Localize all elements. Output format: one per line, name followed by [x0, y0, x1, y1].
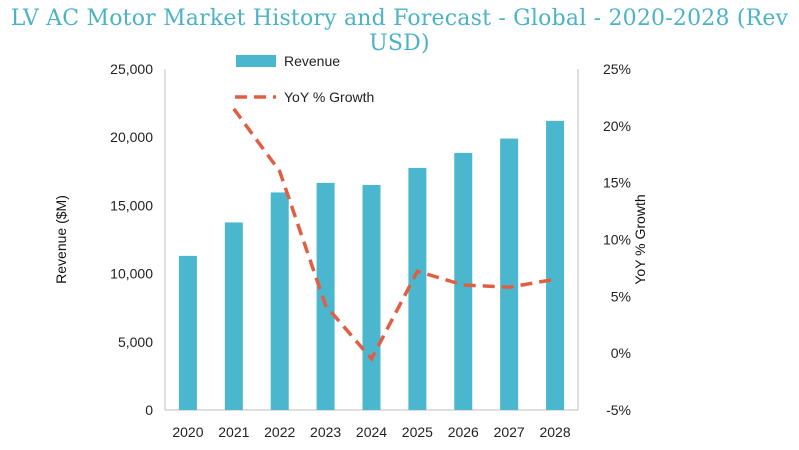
revenue-bar: [500, 138, 519, 410]
legend-growth-label: YoY % Growth: [284, 89, 374, 105]
right-tick-labels: -5% 0% 5% 10% 15% 20% 25%: [603, 61, 631, 418]
x-tick-label: 2023: [310, 424, 341, 440]
revenue-bar: [454, 152, 473, 411]
x-tick-label: 2022: [264, 424, 295, 440]
y-tick-label: 0: [145, 402, 153, 418]
legend-revenue-swatch: [236, 55, 276, 67]
revenue-bar: [270, 192, 289, 410]
y-tick-label: 15,000: [110, 197, 153, 213]
y2-tick-label: 5%: [611, 288, 631, 304]
y2-tick-label: 15%: [603, 175, 631, 191]
y-tick-label: 20,000: [110, 129, 153, 145]
revenue-bar: [316, 182, 335, 410]
y2-tick-label: 25%: [603, 61, 631, 77]
legend-revenue-label: Revenue: [284, 53, 340, 69]
revenue-bar: [408, 167, 427, 410]
x-tick-labels: 2020 2021 2022 2023 2024 2025 2026 2027 2028: [172, 424, 570, 440]
revenue-bar: [362, 184, 381, 410]
x-tick-label: 2025: [402, 424, 433, 440]
x-tick-label: 2020: [172, 424, 203, 440]
x-tick-label: 2021: [218, 424, 249, 440]
revenue-bar: [546, 120, 565, 410]
revenue-bar: [178, 255, 197, 410]
x-tick-label: 2028: [539, 424, 570, 440]
left-tick-labels: 0 5,000 10,000 15,000 20,000 25,000: [110, 61, 153, 418]
y-tick-label: 10,000: [110, 266, 153, 282]
x-tick-label: 2024: [356, 424, 387, 440]
revenue-bars: [178, 120, 565, 411]
revenue-bar: [224, 222, 243, 410]
y-tick-label: 25,000: [110, 61, 153, 77]
y2-tick-label: 0%: [611, 345, 631, 361]
chart-title: LV AC Motor Market History and Forecast …: [10, 6, 789, 56]
y2-tick-label: 10%: [603, 232, 631, 248]
y-axis-label: Revenue ($M): [53, 195, 69, 284]
yoy-growth-line: [232, 107, 556, 362]
y2-tick-label: 20%: [603, 118, 631, 134]
y2-tick-label: -5%: [606, 402, 631, 418]
y-tick-label: 5,000: [118, 334, 153, 350]
y2-axis-label: YoY % Growth: [632, 194, 648, 284]
x-tick-label: 2027: [494, 424, 525, 440]
x-tick-label: 2026: [448, 424, 479, 440]
